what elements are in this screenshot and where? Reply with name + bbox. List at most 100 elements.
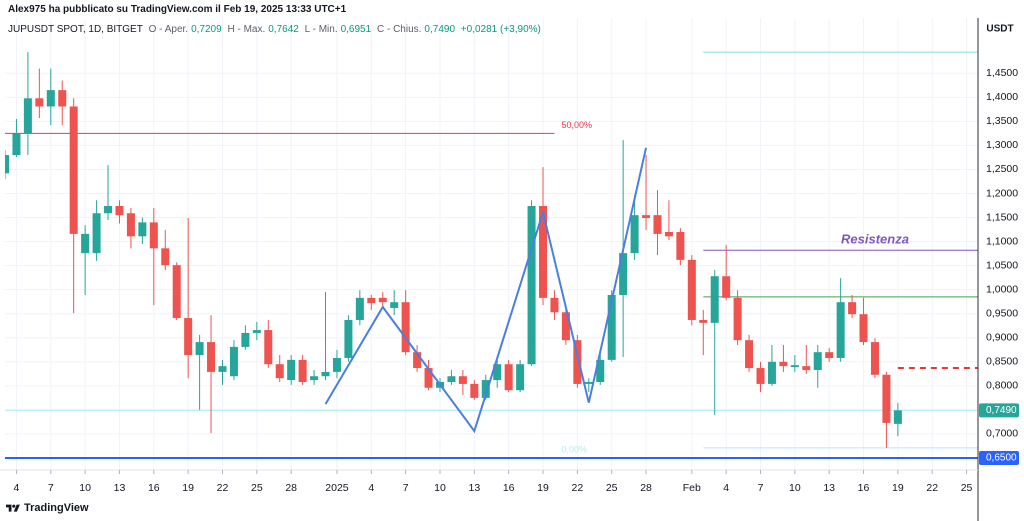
price-tag [979, 450, 1019, 465]
candle-body [790, 365, 799, 368]
x-tick-label: 10 [789, 482, 801, 494]
logo [6, 504, 20, 512]
x-tick-label: 25 [961, 482, 973, 494]
candle-body [92, 213, 101, 254]
ohlc-value: 0,7490 [424, 24, 456, 35]
symbol: JUPUSDT SPOT, 1D, BITGET [8, 24, 143, 35]
price-tag-label: 0,7490 [986, 405, 1017, 416]
candle-body [470, 383, 479, 398]
overlays: 50,00% 0,00% Resistenza [5, 51, 978, 459]
candle-body [447, 376, 456, 383]
y-tick-label: 1,4000 [986, 91, 1018, 103]
x-tick-label: 4 [723, 482, 729, 494]
candle-body [779, 361, 788, 367]
candle-body [859, 314, 868, 343]
candle-body [733, 297, 742, 341]
x-tick-label: 22 [572, 482, 584, 494]
ohlc-label: L - Min. [304, 24, 338, 35]
candle-body [172, 265, 181, 319]
ohlc-value: 0,7642 [268, 24, 299, 35]
candle-body [687, 259, 696, 320]
candle-body [241, 332, 250, 347]
candle-body [115, 206, 124, 216]
x-tick-label: 16 [858, 482, 870, 494]
level-label: 50,00% [561, 120, 592, 130]
candle-body [229, 346, 238, 377]
candle-body [81, 233, 90, 254]
candle-body [848, 302, 857, 315]
x-tick-label: 2025 [325, 482, 349, 494]
legend: JUPUSDT SPOT, 1D, BITGET O - Aper. 0,7209… [8, 24, 544, 35]
ohlc-value: 0,6951 [340, 24, 372, 35]
x-tick-label: 22 [217, 482, 229, 494]
candle-body [653, 215, 662, 234]
x-tick-label: 28 [285, 482, 297, 494]
ohlc-label: O - Aper. [148, 24, 189, 35]
x-tick-label: 25 [251, 482, 263, 494]
candle-body [825, 352, 834, 358]
candle-body [161, 248, 170, 266]
candle-body [35, 98, 44, 107]
candle-body [287, 359, 296, 381]
x-tick-label: 16 [148, 482, 160, 494]
ohlc-value: 0,7209 [191, 24, 222, 35]
x-tick-label: 10 [79, 482, 91, 494]
y-axis-unit: USDT [986, 24, 1013, 35]
y-tick-label: 1,3500 [986, 115, 1018, 127]
x-tick-label: Feb [683, 482, 701, 494]
candle-body [252, 330, 261, 333]
axes: 0,70000,75000,80000,85000,90000,95001,00… [14, 67, 1019, 494]
candle-body [390, 302, 399, 308]
change: +0,0281 (+3,90%) [460, 24, 541, 35]
candle-body [745, 340, 754, 369]
candle-body [710, 276, 719, 323]
candle-body [630, 215, 639, 254]
candle-body [493, 364, 502, 381]
y-tick-label: 1,3000 [986, 139, 1018, 151]
candle-body [344, 319, 353, 358]
y-tick-label: 1,2000 [986, 187, 1018, 199]
candle-body [104, 206, 113, 214]
candle-body [699, 319, 708, 323]
y-tick-label: 1,1500 [986, 211, 1018, 223]
candle-body [676, 231, 685, 260]
candle-body [46, 90, 55, 107]
candle-body [722, 276, 731, 298]
candle-body [207, 342, 216, 372]
candle-body [893, 410, 902, 424]
x-tick-label: 7 [403, 482, 409, 494]
candle-body [619, 253, 628, 295]
candle-body [138, 222, 147, 237]
y-tick-label: 1,0000 [986, 283, 1018, 295]
candle-body [802, 366, 811, 370]
price-tag-label: 0,6500 [986, 453, 1017, 464]
ohlc-label: C - Chius. [376, 24, 422, 35]
publisher: Alex975 ha pubblicato su TradingView.com… [8, 4, 347, 15]
pattern [324, 147, 648, 434]
x-tick-label: 13 [468, 482, 480, 494]
candle-body [298, 359, 307, 383]
x-tick-label: 7 [758, 482, 764, 494]
x-tick-label: 28 [640, 482, 652, 494]
candle-body [5, 155, 10, 174]
candle-body [882, 374, 891, 423]
candle-body [664, 231, 673, 237]
candle-body [69, 106, 78, 234]
candle-body [321, 371, 330, 377]
y-tick-label: 1,1000 [986, 235, 1018, 247]
x-tick-label: 19 [182, 482, 194, 494]
y-tick-label: 1,2500 [986, 163, 1018, 175]
y-tick-label: 0,8000 [986, 380, 1018, 392]
candle-body [642, 215, 651, 219]
candle-body [870, 342, 879, 375]
y-tick-label: 1,0500 [986, 259, 1018, 271]
x-tick-label: 25 [606, 482, 618, 494]
candle-body [332, 357, 341, 372]
candle-body [550, 297, 559, 313]
candle-body [275, 364, 284, 379]
y-tick-label: 1,4500 [986, 67, 1018, 79]
pattern-line [324, 147, 648, 434]
candle-body [596, 359, 605, 383]
